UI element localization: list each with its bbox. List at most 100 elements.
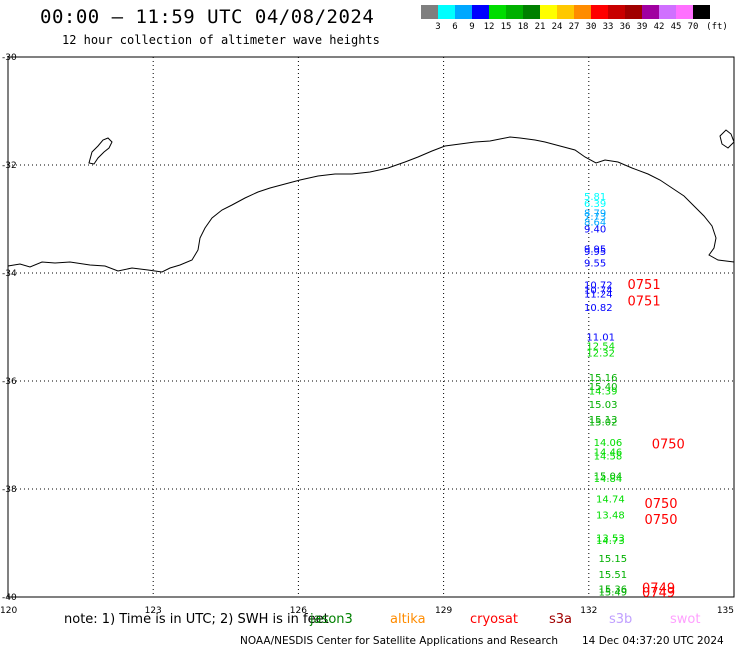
wave-height-label: 12.54	[586, 342, 615, 353]
wave-height-label: 14.06	[594, 438, 623, 449]
wave-height-label: 5.81	[584, 192, 606, 203]
longitude-tick-label: 126	[290, 606, 307, 616]
wave-height-label: 15.36	[598, 585, 627, 596]
coastline	[7, 129, 735, 273]
pass-time-label: 0751	[628, 294, 661, 309]
color-scale-swatch	[540, 5, 557, 19]
color-scale-label: 27	[568, 22, 580, 32]
latitude-tick-label: -36	[2, 377, 17, 387]
color-scale-legend: 3 6 9 12 15 18 21 24 27 30 33 36 39 42 45 70 (ft)	[421, 5, 728, 37]
color-scale-label: 42	[653, 22, 665, 32]
wave-height-label: 8.79	[584, 208, 606, 219]
color-scale-label: 6	[452, 22, 458, 32]
wave-height-label: 15.04	[594, 471, 623, 482]
color-scale-swatch	[472, 5, 489, 19]
coastline-island-east	[719, 129, 735, 149]
color-scale-label: 15	[500, 22, 512, 32]
wave-height-label: 9.95	[584, 247, 606, 258]
color-scale-swatch	[574, 5, 591, 19]
longitude-tick-label: 120	[0, 606, 17, 616]
longitude-tick-label: 132	[580, 606, 597, 616]
color-scale-swatch	[676, 5, 693, 19]
wave-height-label: 14.74	[596, 495, 625, 506]
color-scale-label: 21	[534, 22, 546, 32]
color-scale-label: 12	[483, 22, 495, 32]
wave-height-observations: 5.816.398.797.738.649.409.959.959.5510.7…	[584, 192, 627, 598]
color-scale-label: 33	[602, 22, 614, 32]
wave-height-label: 15.16	[589, 373, 618, 384]
pass-time-label: 0751	[628, 278, 661, 293]
color-scale-swatch	[523, 5, 540, 19]
wave-height-label: 15.13	[589, 415, 618, 426]
color-scale-swatch	[659, 5, 676, 19]
color-scale-label: 45	[670, 22, 682, 32]
wave-height-label: 13.48	[596, 511, 625, 522]
wave-height-label: 9.55	[584, 259, 606, 270]
wave-height-label: 14.39	[589, 387, 618, 398]
color-scale-swatch	[693, 5, 710, 19]
footer-note: note: 1) Time is in UTC; 2) SWH is in fe…	[64, 612, 329, 627]
color-scale-swatch	[591, 5, 608, 19]
mission-legend-cryosat: cryosat	[470, 612, 518, 627]
axis-labels: -30 -32 -34 -36 -38 -40 120 123 126 129 132 135	[0, 53, 734, 616]
latitude-tick-label: -34	[2, 269, 17, 279]
wave-height-label: 13.53	[596, 533, 625, 544]
map-title: 00:00 – 11:59 UTC 04/08/2024	[40, 6, 375, 28]
wave-height-label: 10.74	[584, 286, 613, 297]
wave-height-label: 11.01	[586, 333, 615, 344]
color-scale-swatch	[506, 5, 523, 19]
color-scale-unit: (ft)	[706, 22, 728, 32]
color-scale-swatch	[489, 5, 506, 19]
graticule	[8, 57, 734, 597]
generation-timestamp: 14 Dec 04:37:20 UTC 2024	[582, 635, 724, 647]
mission-legend-swot: swot	[670, 612, 701, 627]
wave-height-label: 9.40	[584, 225, 606, 236]
map-frame	[7, 56, 735, 598]
wave-height-label: 15.49	[598, 587, 627, 598]
wave-height-label: 10.82	[584, 303, 613, 314]
wave-height-label: 15.51	[598, 570, 627, 581]
wave-height-label: 12.32	[586, 349, 615, 360]
color-scale-swatch	[557, 5, 574, 19]
pass-time-label: 0750	[652, 438, 685, 453]
wave-height-label: 15.02	[589, 417, 618, 428]
wave-height-label: 15.40	[589, 382, 618, 393]
color-scale-swatch	[438, 5, 455, 19]
color-scale-label: 70	[687, 22, 699, 32]
mission-legend-s3b: s3b	[609, 612, 633, 627]
wave-height-label: 7.73	[584, 212, 606, 223]
coastline-island-west	[88, 137, 113, 165]
color-scale-swatch	[625, 5, 642, 19]
latitude-tick-label: -30	[2, 53, 17, 63]
wave-height-label: 14.58	[594, 451, 623, 462]
wave-height-label: 14.84	[594, 474, 623, 485]
wave-height-label: 11.24	[584, 289, 613, 300]
coastline-mainland	[7, 136, 735, 273]
pass-time-label: 0749	[642, 582, 675, 597]
map-subtitle: 12 hour collection of altimeter wave hei…	[62, 33, 380, 47]
credit-line: NOAA/NESDIS Center for Satellite Applica…	[240, 635, 558, 647]
longitude-tick-label: 129	[435, 606, 452, 616]
color-scale-label: 30	[585, 22, 597, 32]
color-scale-label: 24	[551, 22, 563, 32]
color-scale-swatches	[421, 5, 710, 19]
latitude-tick-label: -40	[2, 593, 17, 603]
color-scale-label: 39	[636, 22, 648, 32]
color-scale-swatch	[455, 5, 472, 19]
wave-height-label: 14.73	[596, 536, 625, 547]
latitude-tick-label: -32	[2, 161, 17, 171]
wave-height-label: 9.95	[584, 244, 606, 255]
color-scale-label: 3	[435, 22, 441, 32]
color-scale-swatch	[642, 5, 659, 19]
pass-time-label: 0750	[644, 513, 677, 528]
mission-legend-jason3: jason3	[310, 612, 353, 627]
longitude-tick-label: 135	[717, 606, 734, 616]
wave-height-label: 15.15	[598, 554, 627, 565]
color-scale-label: 18	[517, 22, 529, 32]
wave-height-label: 6.39	[584, 199, 606, 210]
wave-height-label: 10.72	[584, 281, 613, 292]
mission-legend-s3a: s3a	[549, 612, 573, 627]
color-scale-swatch	[608, 5, 625, 19]
mission-legend-altika: altika	[390, 612, 426, 627]
